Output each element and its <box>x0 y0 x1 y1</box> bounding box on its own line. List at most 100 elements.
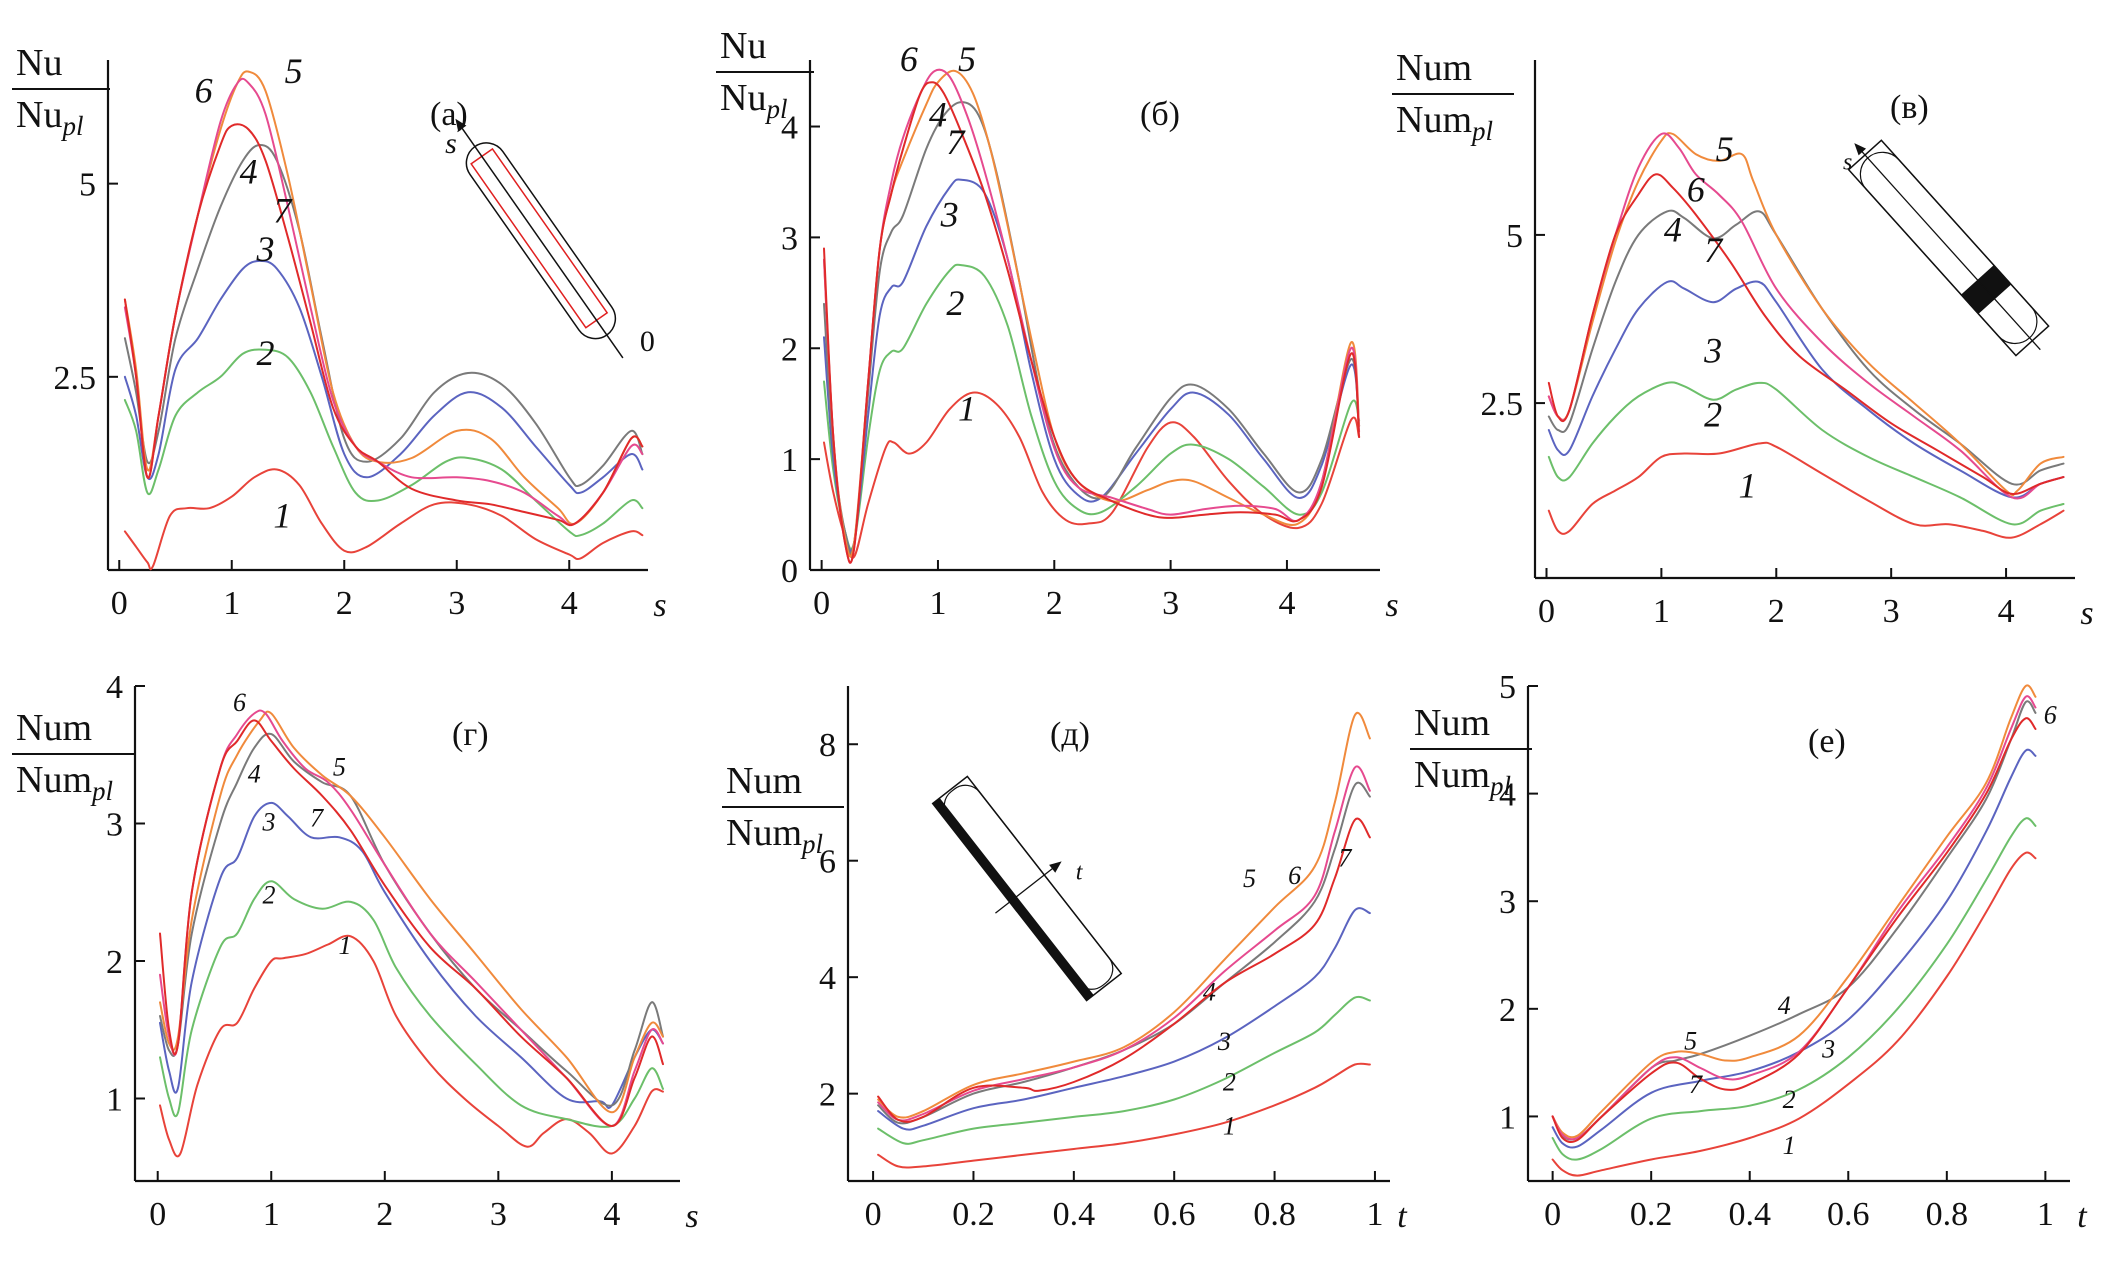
series-label-3: 3 <box>940 194 959 234</box>
x-tick-label: 0.6 <box>1827 1196 1870 1233</box>
y-tick-label: 8 <box>819 727 836 764</box>
y-tick-label: 4 <box>1499 777 1516 814</box>
y-axis-label-denominator: Nupl <box>16 94 83 141</box>
panel-label: (в) <box>1890 89 1929 126</box>
inset-axis-label: t <box>1076 860 1084 886</box>
inset-diagram: s0 <box>445 118 655 359</box>
x-axis-label: s <box>685 1198 698 1235</box>
series-line-1 <box>877 1062 1371 1169</box>
x-tick-label: 0.8 <box>1253 1196 1296 1233</box>
inset-arrow-icon <box>1049 861 1062 873</box>
x-tick-label: 0.8 <box>1926 1196 1969 1233</box>
x-tick-label: 2 <box>1046 585 1063 622</box>
x-tick-label: 3 <box>1883 593 1900 630</box>
series-line-3 <box>1547 280 2065 499</box>
x-tick-label: 1 <box>1366 1196 1383 1233</box>
y-tick-label: 1 <box>781 442 798 479</box>
x-axis-label: s <box>1385 587 1398 624</box>
series-label-3: 3 <box>261 807 275 836</box>
series-label-2: 2 <box>946 283 964 323</box>
inset-axis <box>1856 145 2041 351</box>
series-label-4: 4 <box>1664 210 1682 250</box>
series-label-6: 6 <box>1687 169 1705 209</box>
x-tick-label: 0 <box>1544 1196 1561 1233</box>
x-tick-label: 1 <box>2037 1196 2054 1233</box>
y-tick-label: 3 <box>781 220 798 257</box>
x-tick-label: 0.6 <box>1153 1196 1196 1233</box>
series-label-6: 6 <box>195 71 213 111</box>
y-tick-label: 2 <box>106 944 123 981</box>
x-tick-label: 3 <box>490 1196 507 1233</box>
series-line-1 <box>159 934 664 1158</box>
series-label-3: 3 <box>1821 1034 1835 1063</box>
y-tick-label: 3 <box>106 807 123 844</box>
series-line-7 <box>1551 717 2037 1144</box>
series-line-1 <box>123 468 644 571</box>
series-label-2: 2 <box>1223 1068 1236 1097</box>
inset-axis-label: s <box>1843 149 1852 175</box>
series-line-3 <box>159 801 664 1109</box>
y-tick-label: 2 <box>819 1077 836 1114</box>
series-label-1: 1 <box>1223 1111 1236 1140</box>
y-tick-label: 4 <box>781 110 798 147</box>
x-tick-label: 4 <box>603 1196 620 1233</box>
series-line-5 <box>1551 684 2037 1139</box>
series-label-1: 1 <box>273 496 291 536</box>
x-tick-label: 0.4 <box>1728 1196 1771 1233</box>
x-tick-label: 0 <box>111 585 128 622</box>
x-tick-label: 2 <box>376 1196 393 1233</box>
y-tick-label: 2 <box>781 331 798 368</box>
inset-diagram: s <box>1843 139 2050 357</box>
y-tick-label: 0 <box>781 553 798 590</box>
x-axis-label: s <box>2080 595 2093 632</box>
inset-diagram: t <box>931 775 1123 1002</box>
y-tick-label: 1 <box>106 1082 123 1119</box>
y-tick-label: 4 <box>106 669 123 706</box>
x-tick-label: 0 <box>813 585 830 622</box>
series-line-7 <box>877 817 1371 1123</box>
y-tick-label: 2.5 <box>54 360 97 397</box>
x-axis-label: t <box>1397 1198 1408 1235</box>
panel-label: (б) <box>1140 96 1180 133</box>
x-tick-label: 0 <box>149 1196 166 1233</box>
y-tick-label: 6 <box>819 844 836 881</box>
x-tick-label: 4 <box>561 585 578 622</box>
x-tick-label: 0.2 <box>1630 1196 1673 1233</box>
inset-axis <box>995 863 1059 914</box>
series-line-6 <box>1547 132 2065 500</box>
y-axis-label-denominator: Nupl <box>720 77 787 124</box>
series-label-4: 4 <box>1203 977 1216 1006</box>
series-line-2 <box>1551 817 2037 1161</box>
x-axis-label: s <box>653 587 666 624</box>
series-line-4 <box>823 101 1361 555</box>
series-line-5 <box>159 710 664 1114</box>
series-label-1: 1 <box>1783 1131 1796 1160</box>
series-label-1: 1 <box>339 931 352 960</box>
series-label-7: 7 <box>310 803 324 832</box>
y-axis-label-numerator: Num <box>726 760 802 802</box>
panel-label: (г) <box>452 716 489 753</box>
y-tick-label: 5 <box>1506 218 1523 255</box>
inset-axis-label: s <box>445 127 457 160</box>
y-axis-label-denominator: Numpl <box>726 812 823 859</box>
y-tick-label: 5 <box>1499 669 1516 706</box>
series-label-3: 3 <box>256 229 275 269</box>
series-label-4: 4 <box>1778 991 1791 1020</box>
series-label-2: 2 <box>1783 1085 1796 1114</box>
series-label-3: 3 <box>1703 331 1722 371</box>
inset-arrow-icon <box>455 118 467 132</box>
y-axis-label-numerator: Nu <box>16 42 62 84</box>
series-line-6 <box>159 709 664 1127</box>
x-axis-label: t <box>2077 1198 2088 1235</box>
series-line-3 <box>823 178 1361 552</box>
series-line-6 <box>123 77 644 526</box>
x-tick-label: 1 <box>263 1196 280 1233</box>
y-axis-label-numerator: Num <box>1396 47 1472 89</box>
x-tick-label: 0 <box>1538 593 1555 630</box>
series-label-2: 2 <box>1704 395 1722 435</box>
y-tick-label: 4 <box>819 960 836 997</box>
